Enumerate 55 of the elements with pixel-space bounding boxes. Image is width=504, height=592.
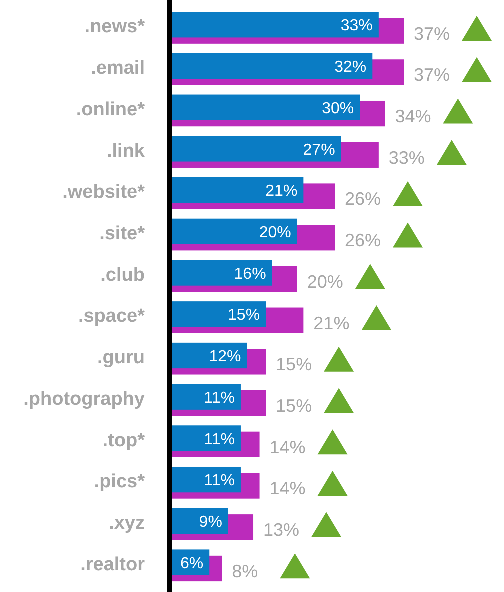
y-tick-label: .pics* (94, 472, 146, 493)
data-label: 30% (322, 100, 354, 118)
y-tick-label: .online* (76, 99, 146, 120)
data-label: 33% (388, 148, 425, 168)
data-label: 14% (270, 437, 306, 458)
data-label: 15% (228, 307, 260, 324)
bar (172, 136, 342, 162)
y-tick-label: .site* (100, 224, 146, 245)
data-label: 13% (264, 520, 300, 540)
bar (172, 53, 373, 80)
data-label: 21% (266, 183, 298, 200)
data-label: 11% (204, 390, 235, 407)
y-tick-label: .link (106, 140, 146, 162)
y-tick-label: .space* (78, 306, 146, 328)
data-label: 9% (199, 514, 222, 531)
bar (172, 342, 248, 369)
bar (172, 384, 241, 410)
bar (172, 260, 272, 286)
bar (172, 12, 379, 38)
data-label: 11% (204, 472, 235, 490)
data-label: 33% (340, 18, 373, 35)
data-label: 21% (314, 313, 350, 334)
data-label: 8% (232, 561, 258, 582)
y-tick-label: .top* (102, 430, 146, 452)
data-label: 37% (414, 24, 450, 44)
data-label: 26% (345, 230, 382, 251)
bar (172, 466, 241, 493)
data-label: 6% (180, 555, 204, 572)
data-label: 12% (209, 348, 242, 366)
y-tick-label: .xyz (109, 513, 145, 534)
data-label: 20% (307, 272, 344, 292)
bar (172, 508, 228, 534)
y-tick-label: .guru (98, 348, 145, 369)
data-label: 16% (234, 266, 266, 283)
bar (172, 218, 298, 244)
data-label: 15% (276, 396, 312, 416)
data-label: 26% (345, 189, 382, 210)
data-label: 15% (276, 354, 312, 375)
y-tick-label: .club (100, 264, 145, 286)
bar (172, 94, 360, 120)
data-label: 11% (204, 431, 235, 448)
data-label: 27% (303, 142, 336, 159)
data-label: 37% (414, 65, 450, 86)
data-label: 14% (270, 478, 306, 499)
bar (172, 426, 241, 452)
bar (172, 302, 266, 328)
data-label: 20% (259, 224, 292, 242)
y-tick-label: .email (91, 58, 145, 80)
y-tick-label: .news* (84, 16, 146, 38)
data-label: 34% (395, 106, 432, 126)
data-label: 32% (334, 59, 367, 76)
y-tick-label: .website* (62, 182, 146, 204)
bar (172, 177, 304, 204)
y-tick-label: .realtor (80, 554, 146, 576)
y-tick-label: .photography (24, 388, 146, 410)
